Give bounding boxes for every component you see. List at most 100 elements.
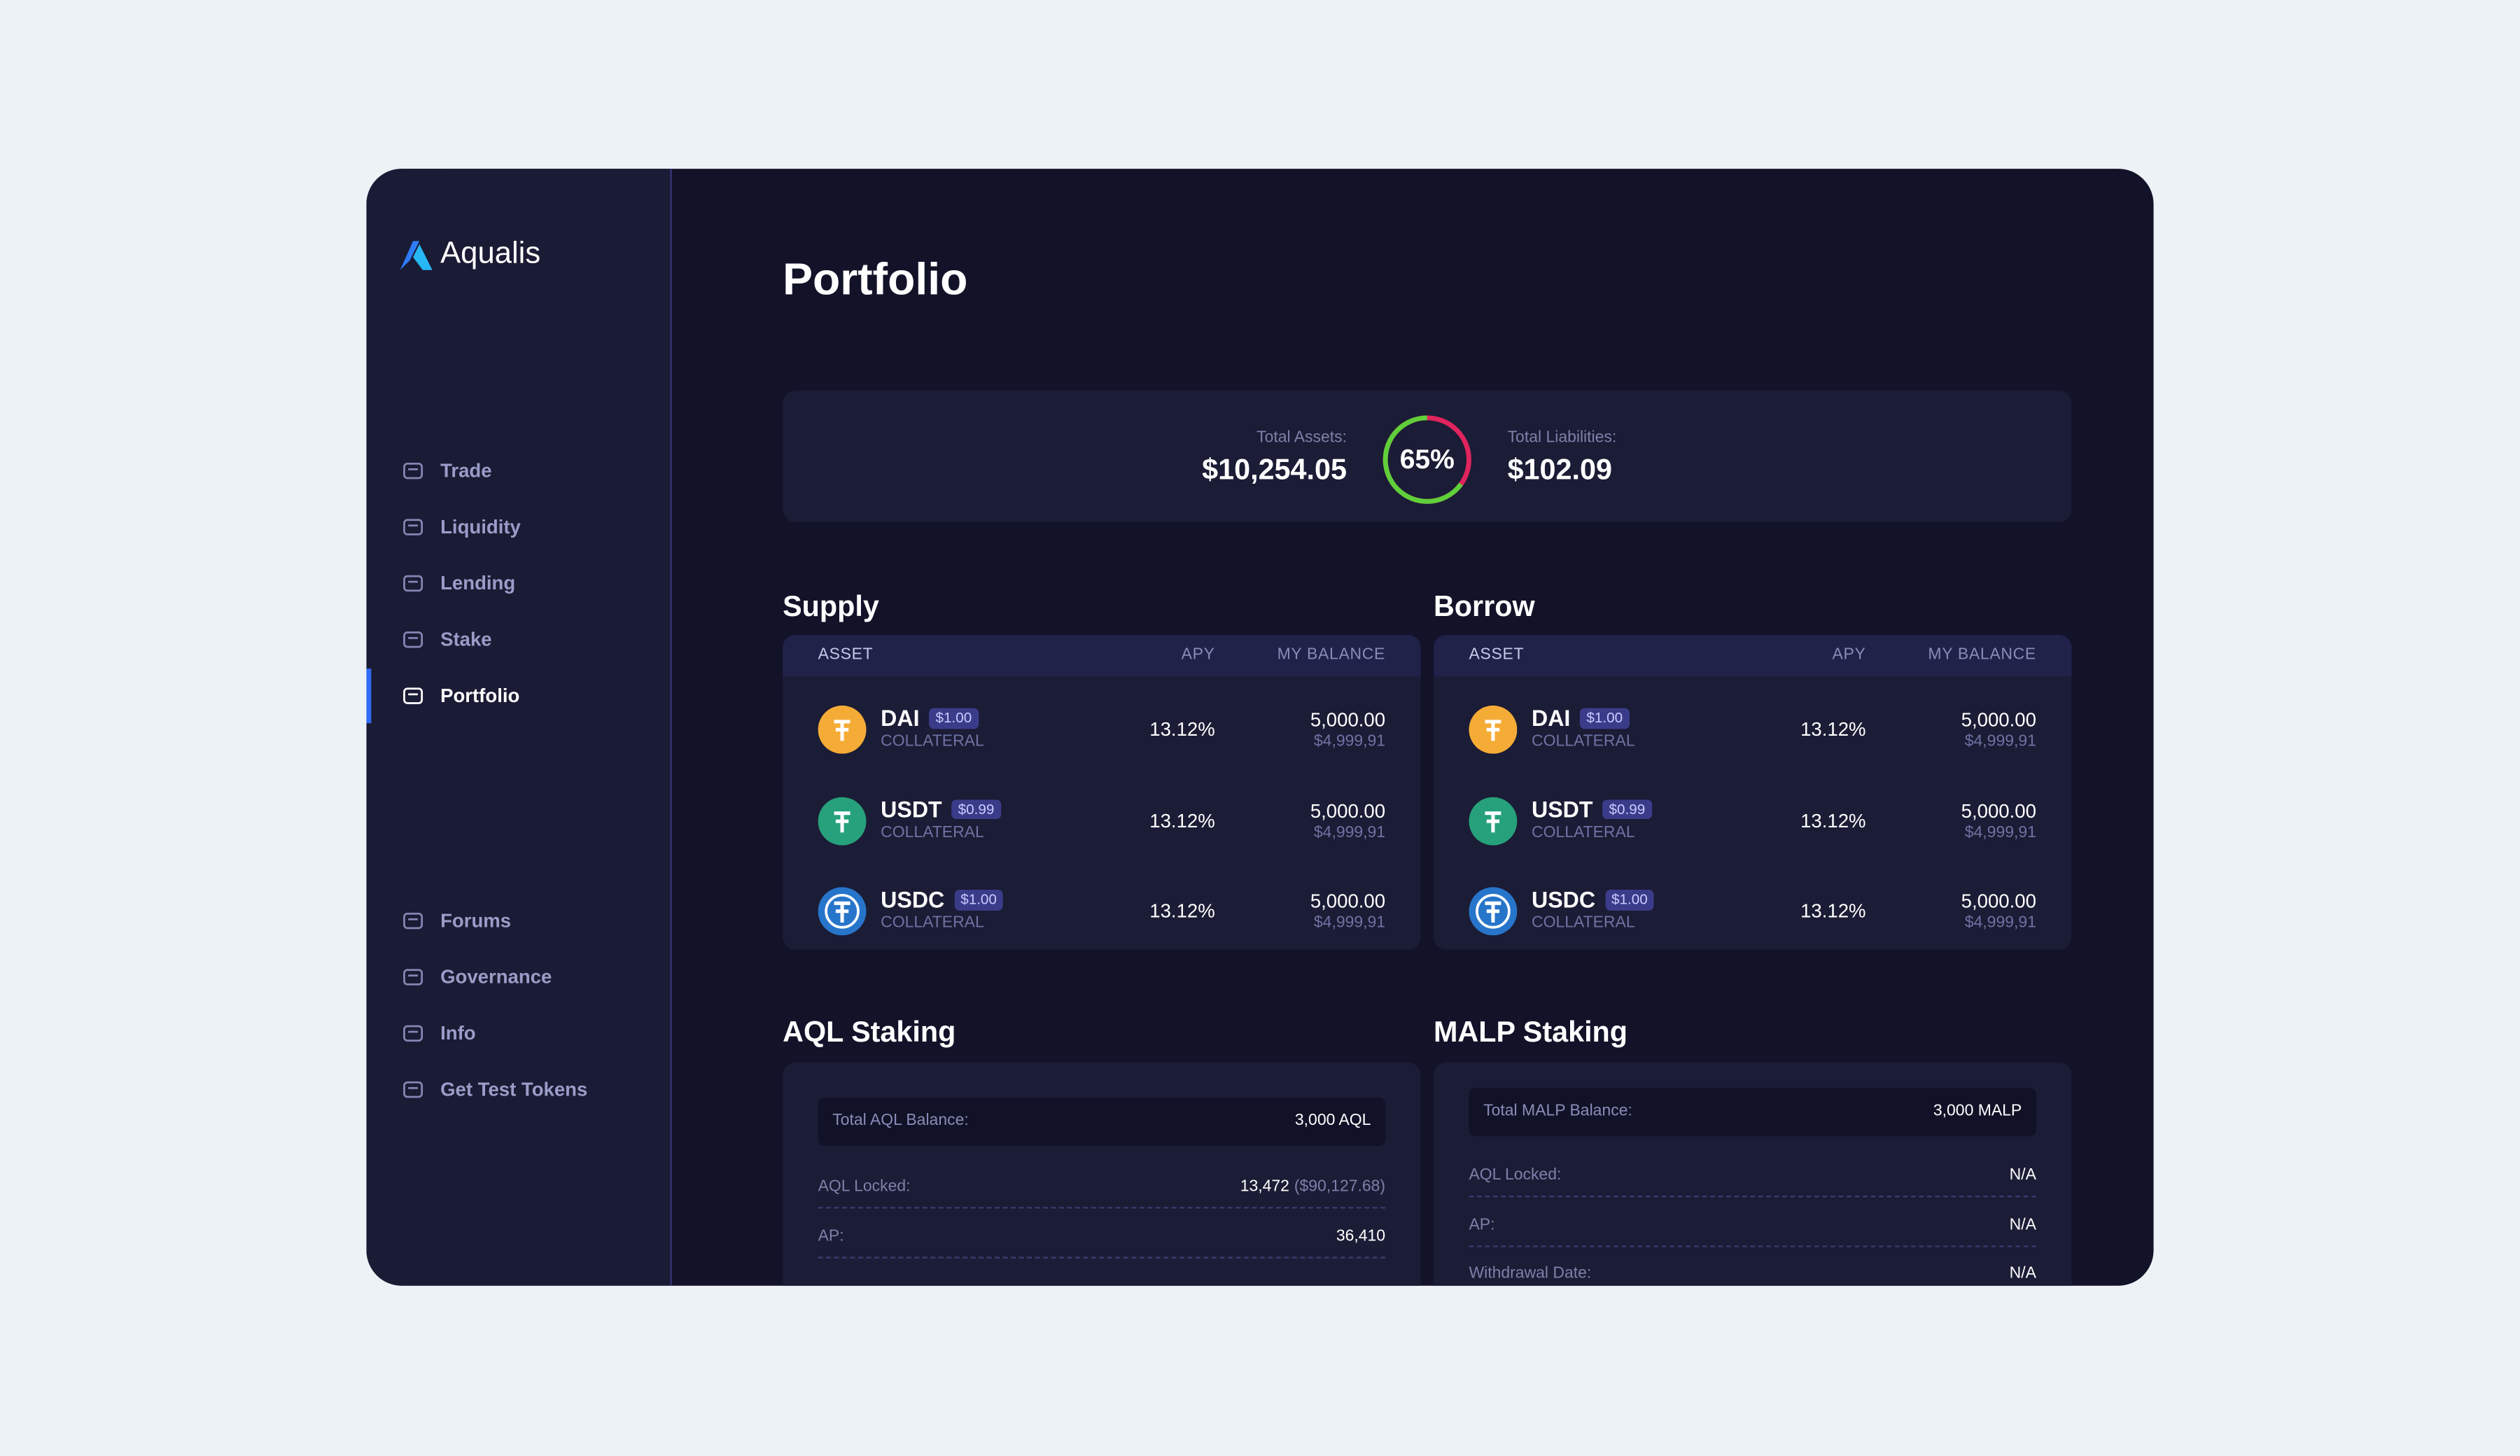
row-divider (818, 1207, 1386, 1209)
column-header: MY BALANCE (1928, 645, 2036, 664)
column-header: APY (1181, 645, 1215, 664)
apy: 13.12% (1800, 899, 1866, 923)
nav-item[interactable]: Forums (440, 909, 512, 932)
token-icon (1469, 705, 1518, 754)
nav-item[interactable]: Portfolio (440, 684, 520, 707)
nav-icon (403, 1025, 424, 1042)
asset-name: USDT $0.99 (881, 796, 1001, 823)
liabilities-label: Total Liabilities: (1507, 429, 1617, 447)
row-label: AP: (818, 1226, 844, 1245)
asset-tag: COLLATERAL (881, 732, 984, 751)
asset-tag: COLLATERAL (881, 914, 984, 932)
active-indicator (366, 668, 372, 724)
token-icon (818, 887, 867, 936)
row-value-main: 13,472 (1240, 1177, 1289, 1196)
row-note: ($90,127.68) (1294, 1177, 1386, 1196)
nav-item[interactable]: Governance (440, 965, 552, 988)
balance-usd: $4,999,91 (1964, 732, 2036, 751)
asset-table: ASSET APY MY BALANCE DAI $1.00 COLLATERAL 13.1… (1433, 634, 2072, 950)
assets-label: Total Assets: (1256, 429, 1347, 447)
nav-item[interactable]: Trade (440, 459, 492, 482)
column-header: ASSET (1469, 645, 1525, 664)
apy: 13.12% (1800, 718, 1866, 741)
asset-name: USDT $0.99 (1532, 796, 1652, 823)
column-header: ASSET (818, 645, 874, 664)
balance-box (818, 1098, 1386, 1146)
sidebar: Aqualis Trade Liquidity Lending Stake Portfo… (366, 169, 672, 1286)
row-label: AQL Locked: (1469, 1166, 1562, 1185)
balance: 5,000.00 (1310, 890, 1386, 913)
app-window: Aqualis Trade Liquidity Lending Stake Portfo… (366, 169, 2154, 1286)
nav-item[interactable]: Info (440, 1021, 476, 1044)
apy: 13.12% (1149, 899, 1215, 923)
nav-icon (403, 912, 424, 930)
nav-icon (403, 519, 424, 536)
price-tag: $1.00 (1580, 708, 1630, 729)
asset-name: DAI $1.00 (881, 705, 979, 732)
column-header: APY (1832, 645, 1866, 664)
balance-usd: $4,999,91 (1964, 914, 2036, 932)
balance-usd: $4,999,91 (1313, 823, 1386, 841)
section-title: Borrow (1433, 590, 1535, 622)
staking-card: Total MALP Balance: 3,000 MALP AQL Locked:… (1433, 1062, 2072, 1286)
apy: 13.12% (1800, 808, 1866, 832)
asset-tag: COLLATERAL (1532, 823, 1635, 841)
nav-icon (403, 631, 424, 648)
balance-usd: $4,999,91 (1313, 914, 1386, 932)
balance-label: Total MALP Balance: (1483, 1102, 1632, 1121)
section-title: Supply (783, 590, 879, 622)
logo-icon (400, 241, 433, 270)
liabilities-value: $102.09 (1507, 453, 1612, 486)
row-value: N/A (2009, 1264, 2036, 1283)
apy: 13.12% (1149, 718, 1215, 741)
nav-item[interactable]: Lending (440, 571, 516, 595)
asset-table: ASSET APY MY BALANCE DAI $1.00 COLLATERAL 13.1… (783, 634, 1421, 950)
asset-name: DAI $1.00 (1532, 705, 1630, 732)
row-divider (1469, 1245, 2036, 1247)
summary-card: Total Assets: $10,254.05 65% Total Liabi… (783, 390, 2072, 523)
section-title: MALP Staking (1433, 1016, 1628, 1049)
nav-item[interactable]: Get Test Tokens (440, 1078, 588, 1101)
gauge-arc (1382, 415, 1471, 504)
nav-icon (403, 575, 424, 592)
balance-usd: $4,999,91 (1313, 732, 1386, 751)
asset-tag: COLLATERAL (1532, 914, 1635, 932)
section-title: AQL Staking (783, 1016, 956, 1049)
row-value: N/A (2009, 1215, 2036, 1234)
balance: 5,000.00 (1961, 799, 2036, 822)
balance-box (1469, 1088, 2036, 1137)
token-icon (818, 796, 867, 845)
nav-icon (403, 1081, 424, 1098)
nav-item[interactable]: Liquidity (440, 515, 521, 538)
assets-value: $10,254.05 (1202, 453, 1347, 486)
row-label: AQL Locked: (818, 1177, 911, 1196)
row-value: 13,472 ($90,127.68) (1240, 1178, 1385, 1198)
row-value: 36,410 (1336, 1226, 1386, 1245)
table-header (1433, 634, 2072, 677)
balance-value: 3,000 AQL (1294, 1112, 1371, 1130)
column-header: MY BALANCE (1277, 645, 1386, 664)
ratio-gauge: 65% (1382, 415, 1471, 504)
asset-name: USDC $1.00 (1532, 886, 1654, 913)
staking-card: Total AQL Balance: 3,000 AQL AQL Locked: 13… (783, 1062, 1421, 1286)
table-header (783, 634, 1421, 677)
nav-item[interactable]: Stake (440, 628, 492, 651)
price-tag: $1.00 (954, 890, 1004, 911)
asset-tag: COLLATERAL (881, 823, 984, 841)
balance-label: Total AQL Balance: (832, 1112, 969, 1130)
row-divider (818, 1256, 1386, 1258)
token-icon (818, 705, 867, 754)
price-tag: $1.00 (929, 708, 979, 729)
balance: 5,000.00 (1961, 708, 2036, 732)
gauge-label: 65% (1400, 444, 1455, 475)
apy: 13.12% (1149, 808, 1215, 832)
asset-name: USDC $1.00 (881, 886, 1004, 913)
row-label: AP: (1469, 1215, 1495, 1234)
balance: 5,000.00 (1961, 890, 2036, 913)
brand: Aqualis (440, 237, 541, 272)
nav-icon (403, 969, 424, 986)
row-label: Withdrawal Date: (1469, 1264, 1592, 1283)
balance: 5,000.00 (1310, 708, 1386, 732)
balance-value: 3,000 MALP (1933, 1102, 2022, 1121)
